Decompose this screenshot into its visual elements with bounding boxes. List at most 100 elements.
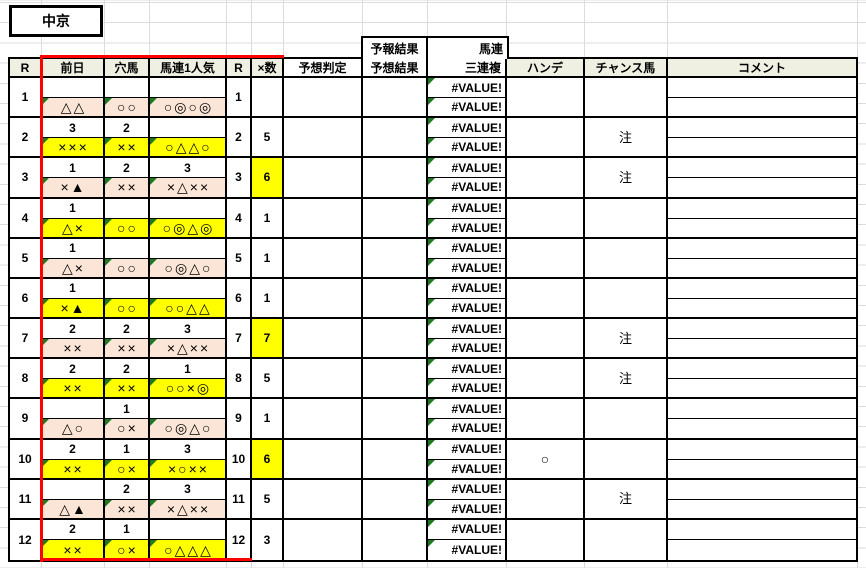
anauma-rank-cell[interactable] xyxy=(105,78,150,99)
yoso-kekka-cell[interactable] xyxy=(363,278,428,319)
yoso-kekka-cell[interactable] xyxy=(363,198,428,239)
comment-cell-bottom[interactable] xyxy=(668,218,856,239)
anauma-rank-cell[interactable] xyxy=(105,238,150,259)
x-count-cell[interactable]: 1 xyxy=(252,238,284,279)
track-name-box[interactable]: 中京 xyxy=(9,5,103,37)
race-number-cell[interactable]: 3 xyxy=(10,158,42,199)
zenjitsu-marks-cell[interactable]: ×× xyxy=(42,379,105,400)
comment-cell-top[interactable] xyxy=(668,479,856,500)
x-count-cell[interactable] xyxy=(252,78,284,119)
comment-cell-bottom[interactable] xyxy=(668,298,856,319)
zenjitsu-marks-cell[interactable]: △× xyxy=(42,258,105,279)
zenjitsu-rank-cell[interactable] xyxy=(42,399,105,420)
baren-marks-cell[interactable]: ○◎△○ xyxy=(150,258,227,279)
yoso-hantei-cell[interactable] xyxy=(284,198,363,239)
x-count-cell[interactable]: 6 xyxy=(252,158,284,199)
baren-error-cell[interactable]: #VALUE! xyxy=(428,399,507,420)
sanrenpuku-error-cell[interactable]: #VALUE! xyxy=(428,258,507,279)
hande-cell[interactable] xyxy=(507,399,585,440)
baren-error-cell[interactable]: #VALUE! xyxy=(428,158,507,179)
zenjitsu-rank-cell[interactable]: 2 xyxy=(42,439,105,460)
comment-cell-top[interactable] xyxy=(668,198,856,219)
comment-cell-top[interactable] xyxy=(668,399,856,420)
sanrenpuku-error-cell[interactable]: #VALUE! xyxy=(428,98,507,119)
sanrenpuku-error-cell[interactable]: #VALUE! xyxy=(428,178,507,199)
x-count-cell[interactable]: 1 xyxy=(252,278,284,319)
sanrenpuku-error-cell[interactable]: #VALUE! xyxy=(428,419,507,440)
race-number-cell-right[interactable]: 8 xyxy=(227,359,252,400)
anauma-marks-cell[interactable]: ○× xyxy=(105,419,150,440)
hande-cell[interactable] xyxy=(507,519,585,560)
yoso-kekka-cell[interactable] xyxy=(363,319,428,360)
baren-error-cell[interactable]: #VALUE! xyxy=(428,519,507,540)
baren-marks-cell[interactable]: ○○×◎ xyxy=(150,379,227,400)
sanrenpuku-error-cell[interactable]: #VALUE! xyxy=(428,539,507,560)
race-number-cell-right[interactable]: 6 xyxy=(227,278,252,319)
chance-uma-cell[interactable] xyxy=(585,519,668,560)
comment-cell-bottom[interactable] xyxy=(668,539,856,560)
baren-marks-cell[interactable]: ×△×× xyxy=(150,499,227,520)
anauma-marks-cell[interactable]: ○○ xyxy=(105,298,150,319)
chance-uma-cell[interactable] xyxy=(585,278,668,319)
anauma-rank-cell[interactable]: 2 xyxy=(105,158,150,179)
baren-rank-cell[interactable] xyxy=(150,78,227,99)
yoso-hantei-cell[interactable] xyxy=(284,238,363,279)
sanrenpuku-error-cell[interactable]: #VALUE! xyxy=(428,499,507,520)
sanrenpuku-error-cell[interactable]: #VALUE! xyxy=(428,218,507,239)
race-number-cell-right[interactable]: 11 xyxy=(227,479,252,520)
anauma-marks-cell[interactable]: ○○ xyxy=(105,258,150,279)
anauma-rank-cell[interactable] xyxy=(105,198,150,219)
anauma-marks-cell[interactable]: ×× xyxy=(105,178,150,199)
zenjitsu-rank-cell[interactable]: 2 xyxy=(42,519,105,540)
baren-rank-cell[interactable] xyxy=(150,519,227,540)
yoso-kekka-cell[interactable] xyxy=(363,359,428,400)
yoso-kekka-cell[interactable] xyxy=(363,78,428,119)
race-number-cell-right[interactable]: 3 xyxy=(227,158,252,199)
baren-marks-cell[interactable]: ○◎○◎ xyxy=(150,98,227,119)
comment-cell-bottom[interactable] xyxy=(668,379,856,400)
baren-error-cell[interactable]: #VALUE! xyxy=(428,479,507,500)
zenjitsu-rank-cell[interactable] xyxy=(42,479,105,500)
comment-cell-bottom[interactable] xyxy=(668,419,856,440)
baren-marks-cell[interactable]: ○◎△○ xyxy=(150,419,227,440)
comment-cell-top[interactable] xyxy=(668,359,856,380)
comment-cell-bottom[interactable] xyxy=(668,178,856,199)
race-number-cell-right[interactable]: 7 xyxy=(227,319,252,360)
yoso-hantei-cell[interactable] xyxy=(284,439,363,480)
hande-cell[interactable] xyxy=(507,118,585,159)
comment-cell-top[interactable] xyxy=(668,439,856,460)
chance-uma-cell[interactable]: 注 xyxy=(585,158,668,199)
baren-marks-cell[interactable]: ×△×× xyxy=(150,339,227,360)
baren-rank-cell[interactable] xyxy=(150,238,227,259)
comment-cell-bottom[interactable] xyxy=(668,98,856,119)
hande-cell[interactable] xyxy=(507,278,585,319)
yoso-kekka-cell[interactable] xyxy=(363,519,428,560)
baren-rank-cell[interactable]: 3 xyxy=(150,158,227,179)
baren-error-cell[interactable]: #VALUE! xyxy=(428,359,507,380)
hande-cell[interactable] xyxy=(507,359,585,400)
sanrenpuku-error-cell[interactable]: #VALUE! xyxy=(428,339,507,360)
zenjitsu-marks-cell[interactable]: ×× xyxy=(42,339,105,360)
chance-uma-cell[interactable] xyxy=(585,439,668,480)
anauma-rank-cell[interactable]: 2 xyxy=(105,479,150,500)
yoso-kekka-cell[interactable] xyxy=(363,238,428,279)
anauma-rank-cell[interactable]: 1 xyxy=(105,519,150,540)
comment-cell-top[interactable] xyxy=(668,118,856,139)
comment-cell-bottom[interactable] xyxy=(668,258,856,279)
race-number-cell-right[interactable]: 2 xyxy=(227,118,252,159)
yoso-hantei-cell[interactable] xyxy=(284,78,363,119)
comment-cell-top[interactable] xyxy=(668,319,856,340)
zenjitsu-marks-cell[interactable]: △▲ xyxy=(42,499,105,520)
race-number-cell[interactable]: 4 xyxy=(10,198,42,239)
race-number-cell-right[interactable]: 10 xyxy=(227,439,252,480)
zenjitsu-marks-cell[interactable]: ×× xyxy=(42,539,105,560)
comment-cell-top[interactable] xyxy=(668,78,856,99)
comment-cell-top[interactable] xyxy=(668,238,856,259)
race-number-cell[interactable]: 11 xyxy=(10,479,42,520)
comment-cell-top[interactable] xyxy=(668,519,856,540)
baren-rank-cell[interactable]: 3 xyxy=(150,439,227,460)
yoso-hantei-cell[interactable] xyxy=(284,359,363,400)
x-count-cell[interactable]: 5 xyxy=(252,359,284,400)
race-number-cell[interactable]: 6 xyxy=(10,278,42,319)
comment-cell-bottom[interactable] xyxy=(668,339,856,360)
